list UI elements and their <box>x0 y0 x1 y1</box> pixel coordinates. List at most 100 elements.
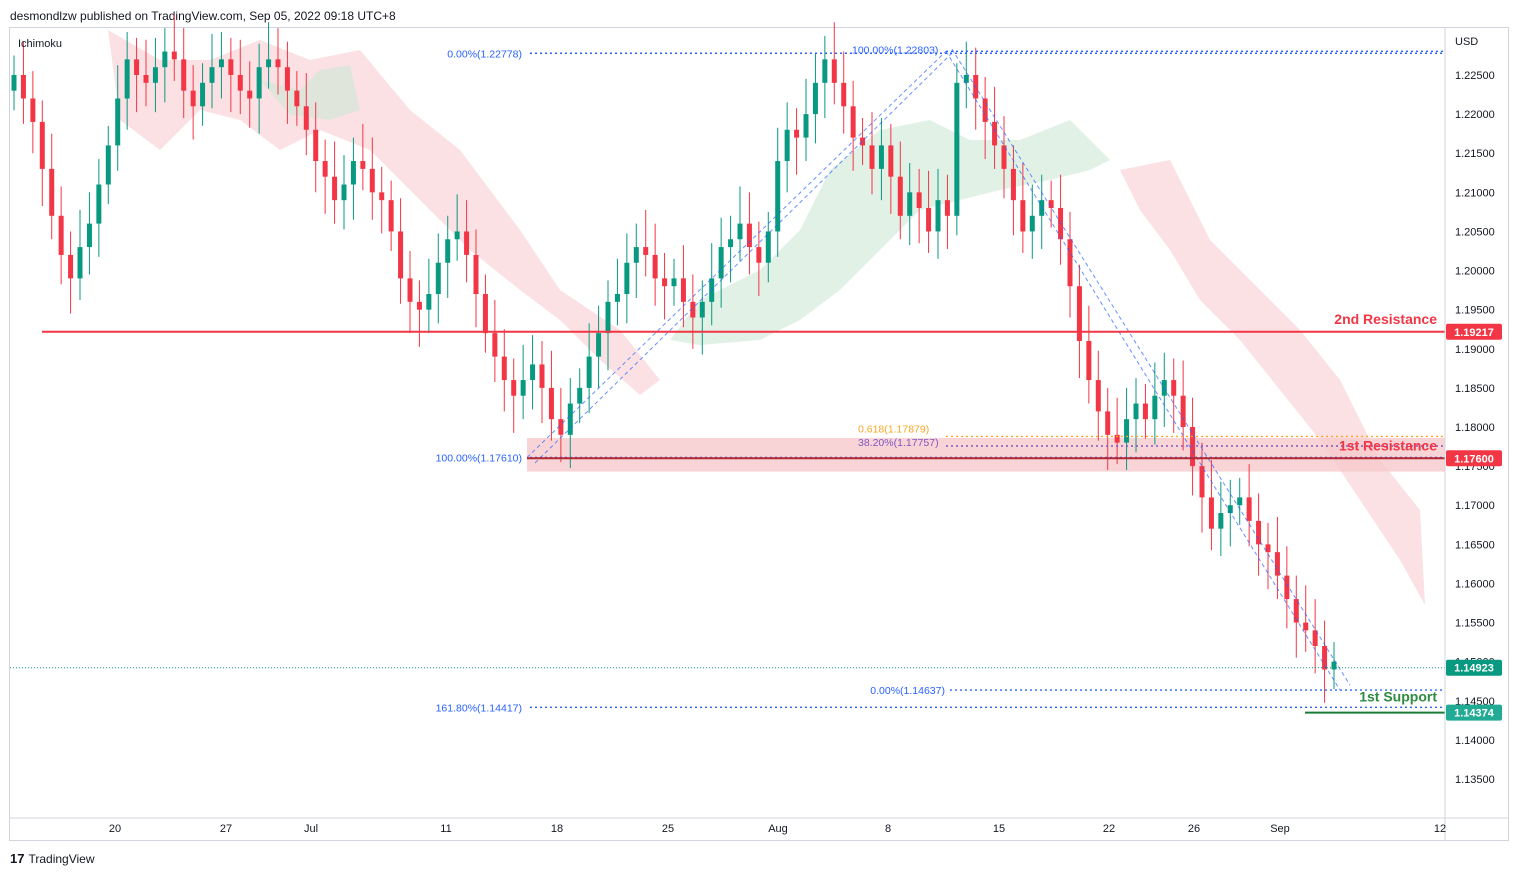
candle-body <box>548 387 554 420</box>
fib-level-label: 0.618(1.17879) <box>858 423 929 435</box>
candle <box>388 180 394 251</box>
candle <box>737 186 743 261</box>
candle-body <box>1246 497 1252 521</box>
candle <box>944 174 950 250</box>
candle-body <box>624 262 630 295</box>
candle-body <box>1001 145 1007 169</box>
candle <box>794 108 800 175</box>
candle-body <box>398 231 404 279</box>
candle <box>473 229 479 328</box>
candle-body <box>746 223 752 248</box>
x-tick-label: 8 <box>885 823 891 835</box>
candle <box>247 61 253 128</box>
candle-body <box>256 67 262 99</box>
candle <box>1171 358 1177 433</box>
candle-body <box>1058 207 1064 240</box>
candle <box>350 137 356 220</box>
candle <box>1208 460 1214 551</box>
candle <box>520 344 526 420</box>
price-tag-bg <box>1446 450 1502 467</box>
candle-body <box>520 380 526 396</box>
fib-level-label: 100.00%(1.22803) <box>852 44 938 56</box>
x-tick-label: 22 <box>1103 823 1115 835</box>
candle <box>445 215 451 298</box>
candle-body <box>1142 403 1148 420</box>
candle <box>1114 397 1120 465</box>
candle <box>49 133 55 240</box>
candle <box>209 33 215 109</box>
candle-body <box>888 145 894 177</box>
candle-body <box>294 90 300 107</box>
candle <box>1284 546 1290 629</box>
candle-body <box>1171 380 1177 396</box>
candle-body <box>1284 575 1290 600</box>
candle-body <box>190 90 196 107</box>
candle-body <box>737 223 743 240</box>
candle <box>982 76 988 160</box>
candle-body <box>152 67 158 83</box>
candle-body <box>878 145 884 169</box>
candle-body <box>586 356 592 388</box>
candle <box>492 299 498 383</box>
price-tag: 1.14374 <box>1446 704 1502 721</box>
candle-body <box>1095 380 1101 412</box>
candle-body <box>492 333 498 357</box>
candle-body <box>303 106 309 130</box>
candle-body <box>831 59 837 83</box>
candle <box>992 86 998 169</box>
fib-level-label: 0.00%(1.14637) <box>870 685 945 697</box>
candle <box>1067 211 1073 318</box>
candle <box>77 209 83 300</box>
candle <box>926 170 932 253</box>
candle <box>152 37 158 113</box>
candle-body <box>266 59 272 68</box>
candle <box>501 329 507 412</box>
candle <box>699 280 705 355</box>
fib-level-label: 38.20%(1.17757) <box>858 437 939 449</box>
candle-body <box>86 223 92 248</box>
candle <box>935 168 941 259</box>
candle-body <box>341 184 347 201</box>
fib-level-label: 0.00%(1.22778) <box>447 48 522 60</box>
candle-body <box>49 168 55 216</box>
candle-body <box>332 176 338 201</box>
candle <box>803 78 809 162</box>
candle <box>313 102 319 193</box>
candle <box>812 53 818 144</box>
candle <box>1039 174 1045 250</box>
y-tick-label: 1.22500 <box>1455 70 1495 82</box>
candle-body <box>916 192 922 208</box>
candle <box>398 198 404 304</box>
candle <box>652 223 658 306</box>
candle <box>1274 516 1280 600</box>
candle-body <box>633 247 639 263</box>
candle <box>11 55 17 111</box>
candle-body <box>407 278 413 302</box>
candle <box>822 35 828 119</box>
resistance-zone <box>527 437 1445 472</box>
candle <box>1265 522 1271 590</box>
candle-body <box>1086 340 1092 381</box>
y-tick-label: 1.20000 <box>1455 266 1495 278</box>
x-tick-label: 15 <box>993 823 1005 835</box>
candle-body <box>426 294 432 310</box>
candle <box>643 209 649 277</box>
candle-body <box>200 82 206 107</box>
candle <box>1142 383 1148 439</box>
candle <box>322 139 328 214</box>
ichimoku-cloud <box>108 30 1445 605</box>
candle <box>709 243 715 326</box>
candle-body <box>322 161 328 177</box>
candle <box>1331 642 1337 690</box>
candle-body <box>680 278 686 302</box>
candle <box>1001 116 1007 199</box>
candle <box>284 41 290 124</box>
x-tick-label: 11 <box>440 823 451 835</box>
candle-body <box>275 59 281 68</box>
candle-body <box>869 145 875 169</box>
candle-body <box>30 98 36 122</box>
candle <box>614 258 620 326</box>
candle <box>1237 477 1243 525</box>
candle-body <box>464 231 470 255</box>
